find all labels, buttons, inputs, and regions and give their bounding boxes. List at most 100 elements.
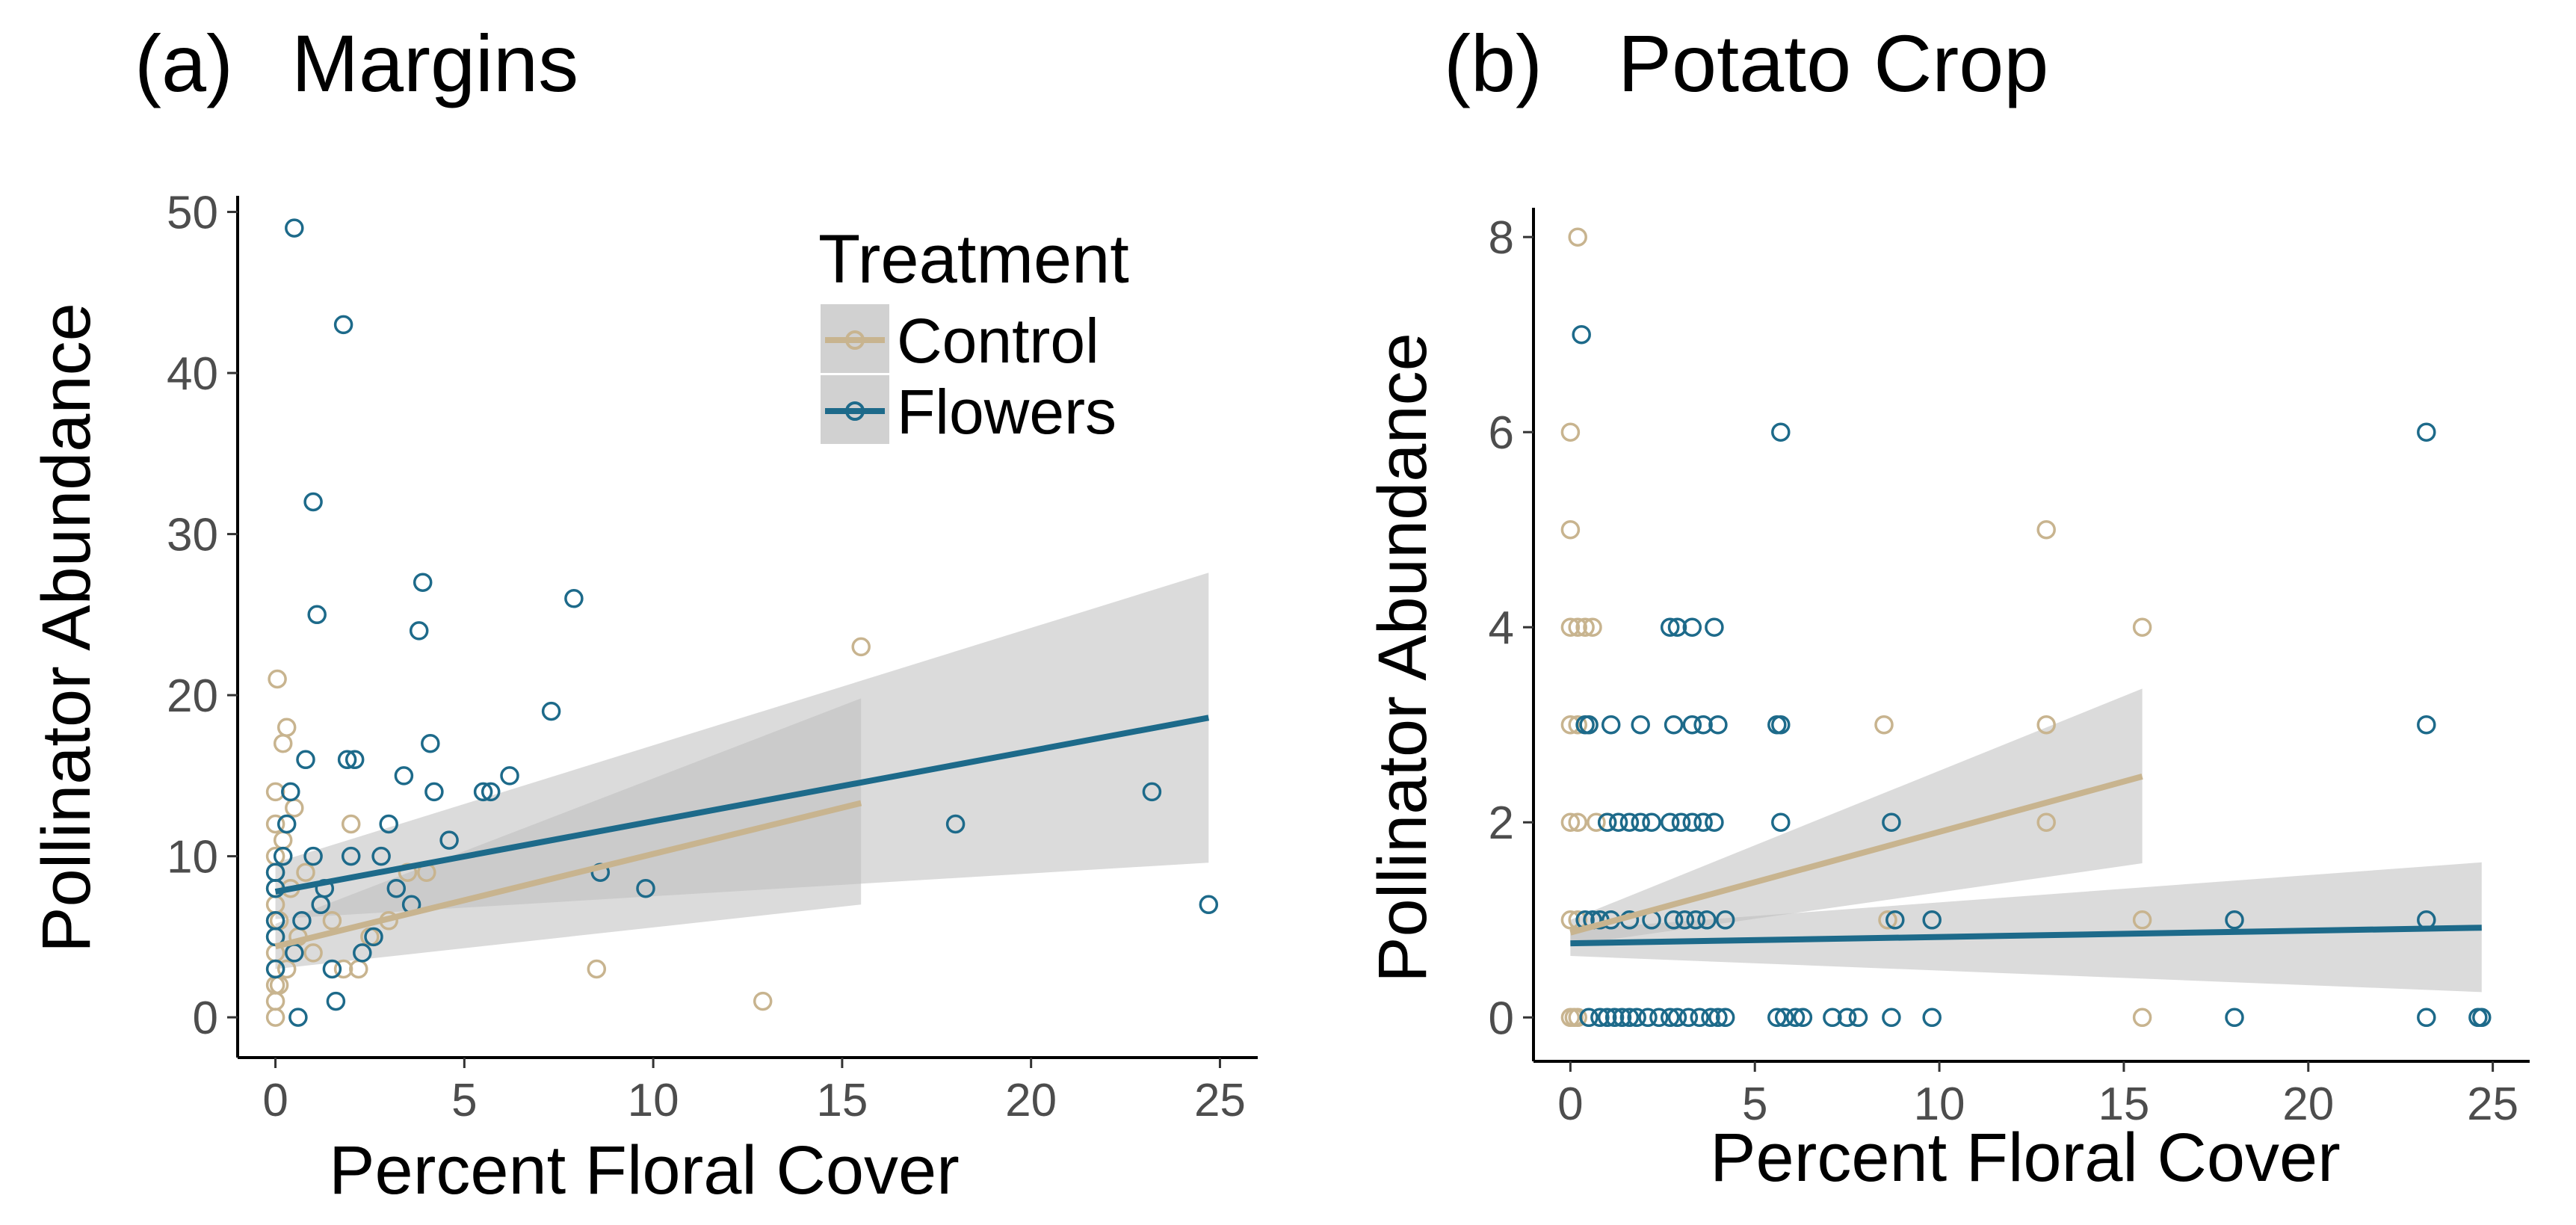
panel-a-x-tick-label: 0 <box>262 1075 288 1126</box>
panel-b-control-point <box>1560 812 1581 832</box>
panel-a-x-tick-label: 10 <box>628 1075 679 1126</box>
panel-a-flowers-ci-band <box>275 573 1209 919</box>
panel-a-flowers-point <box>1142 782 1162 802</box>
panel-b-flowers-point <box>1671 812 1691 832</box>
panel-b-flowers-point <box>1638 1008 1658 1028</box>
panel-a-flowers-point <box>265 959 285 979</box>
panel-b-flowers-point <box>1627 1008 1646 1028</box>
panel-b-flowers-point <box>1771 715 1791 735</box>
panel-b-control-fit-line <box>1569 774 2143 936</box>
panel-a-flowers-point <box>421 733 440 753</box>
panel-a-control-point <box>341 814 361 834</box>
panel-b-flowers-point <box>1660 1008 1680 1028</box>
panel-a-x-tick-label: 5 <box>451 1075 477 1126</box>
panel-a-flowers-point <box>409 621 429 641</box>
panel-a-y-axis-title: Pollinator Abundance <box>28 303 105 953</box>
panel-a-flowers-point <box>288 1008 308 1027</box>
panel-a-control-point <box>851 637 871 657</box>
panel-b-flowers-point <box>1619 1008 1640 1028</box>
panel-a-flowers-point <box>337 750 357 770</box>
panel-b-control-point <box>2036 812 2056 832</box>
panel-b-flowers-point <box>1697 910 1717 930</box>
panel-b-flowers-point <box>1631 812 1650 832</box>
panel-a-flowers-point <box>277 814 297 834</box>
panel-b-flowers-point <box>1667 617 1687 637</box>
panel-b-x-tick-label: 25 <box>2467 1079 2518 1130</box>
panel-b-flowers-point <box>1705 812 1724 832</box>
panel-b-flowers-point <box>1664 715 1684 735</box>
panel-a-flowers-point <box>303 846 323 866</box>
panel-a-flowers-point <box>345 750 365 770</box>
panel-a-flowers-point <box>333 315 353 335</box>
panel-b-control-ci-band <box>1570 688 2143 945</box>
panel-b-flowers-fit-line <box>1570 925 2482 947</box>
panel-a-flowers-point <box>303 492 323 512</box>
panel-b-control-point <box>2132 910 2152 930</box>
panel-a-control-point <box>322 911 342 931</box>
panel-b-y-tick-label: 4 <box>1489 602 1514 654</box>
panel-a-flowers-point <box>500 766 519 786</box>
panel-b-control-point <box>1878 910 1897 930</box>
panel-b-x-axis-title: Percent Floral Cover <box>1710 1120 2341 1196</box>
panel-b-control-point <box>2036 715 2056 735</box>
panel-a-control-point <box>273 830 293 850</box>
panel-b-control-point <box>1568 1008 1587 1028</box>
panel-a-flowers-point <box>424 782 444 802</box>
legend-key-control-point <box>845 330 865 350</box>
panel-a-flowers-point <box>379 814 398 834</box>
panel-b-y-tick-label: 0 <box>1489 993 1514 1044</box>
panel-b-flowers-point <box>1690 1008 1709 1028</box>
panel-a-flowers-point <box>394 766 414 786</box>
legend-title: Treatment <box>818 221 1129 297</box>
panel-a-flowers-point <box>413 573 433 592</box>
panel-b-flowers-point <box>1708 1008 1728 1028</box>
panel-b-control-point <box>2036 519 2056 540</box>
panel-a-flowers-point <box>473 782 493 802</box>
panel-b-y-tick-label: 8 <box>1489 212 1514 264</box>
panel-a-y-tick-label: 40 <box>167 348 218 400</box>
panel-a-x-tick-label: 20 <box>1005 1075 1057 1126</box>
panel-b-title: Potato Crop <box>1618 18 2048 108</box>
panel-b-flowers-ci-band <box>1570 862 2482 993</box>
panel-a-x-axis-title: Percent Floral Cover <box>329 1132 960 1209</box>
panel-b-flowers-point <box>1675 910 1695 930</box>
panel-b-control-point <box>1568 617 1587 637</box>
panel-b-flowers-point <box>1601 715 1621 735</box>
panel-b-flowers-point <box>1597 1008 1617 1028</box>
panel-b-flowers-point <box>1922 910 1942 930</box>
panel-b-flowers-point <box>1579 1008 1599 1028</box>
panel-b-control-point <box>1568 227 1587 247</box>
panel-b-control-point <box>1575 617 1595 637</box>
panel-b-flowers-point <box>1678 1008 1699 1028</box>
panel-b-flowers-point <box>1715 910 1735 930</box>
panel-a-control-point <box>273 733 293 753</box>
panel-a-flowers-point <box>307 605 327 625</box>
panel-b-flowers-point <box>1682 715 1702 735</box>
panel-b-flowers-point <box>1667 1008 1687 1028</box>
panel-b-flowers-point <box>1885 910 1905 930</box>
panel-a-control-point <box>277 718 297 737</box>
panel-b-control-point <box>1560 910 1581 930</box>
panel-b-flowers-point <box>1660 812 1680 832</box>
panel-b-flowers-point <box>1686 910 1705 930</box>
panel-b-flowers-point <box>1922 1008 1942 1028</box>
panel-b-control-point <box>1560 715 1581 735</box>
legend-label-flowers: Flowers <box>897 377 1116 447</box>
panel-b-flowers-point <box>1608 812 1628 832</box>
panel-b-control-point <box>1568 812 1587 832</box>
panel-b-flowers-point <box>2417 715 2436 735</box>
panel-a-flowers-point <box>371 846 391 866</box>
panel-a-x-tick-label: 15 <box>816 1075 868 1126</box>
panel-a-label: (a) <box>135 18 233 108</box>
panel-a-y-tick-label: 50 <box>167 188 218 239</box>
panel-b-flowers-point <box>1693 715 1713 735</box>
panel-b-flowers-point <box>2225 1008 2244 1028</box>
panel-a-control-point <box>268 669 287 689</box>
panel-a-flowers-point <box>353 943 372 963</box>
panel-b-flowers-point <box>1612 1008 1632 1028</box>
panel-b-flowers-point <box>1664 910 1684 930</box>
